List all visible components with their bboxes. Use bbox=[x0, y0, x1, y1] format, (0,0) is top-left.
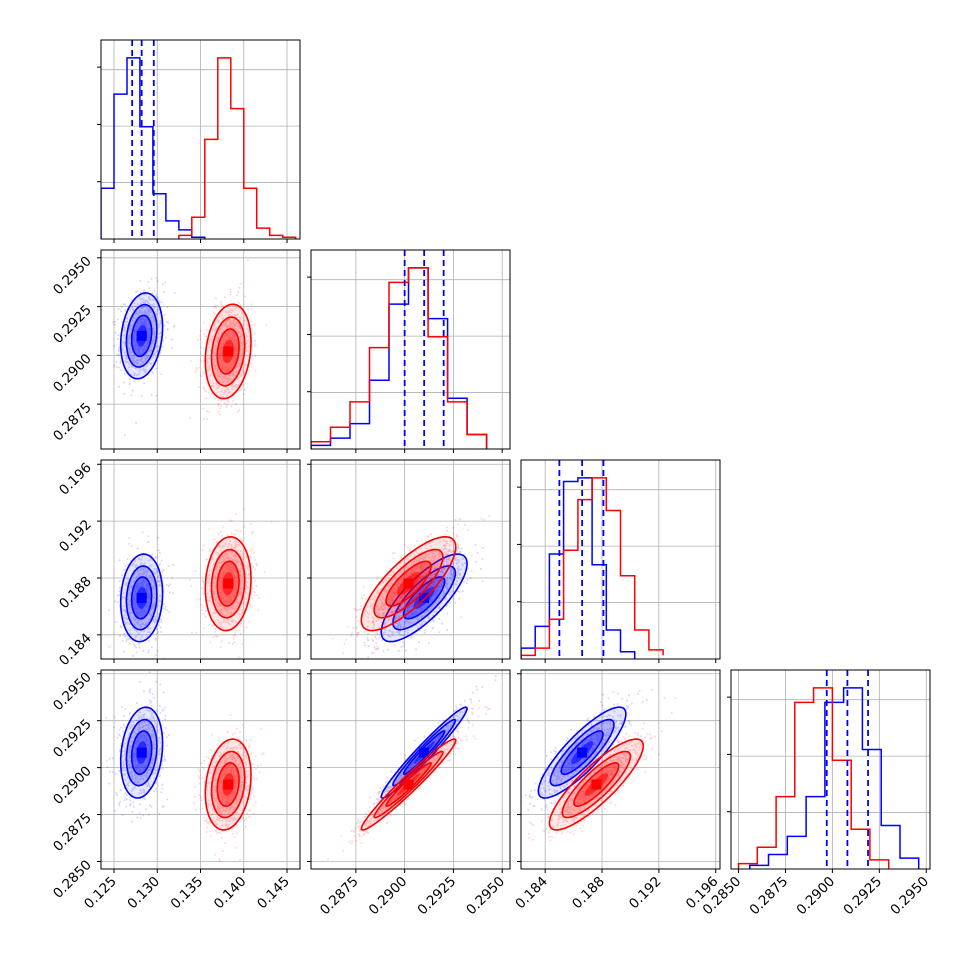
panel-frame bbox=[310, 249, 511, 450]
panel-content bbox=[521, 670, 720, 869]
y-tick-label: 0.192 bbox=[56, 517, 95, 556]
density-peak-series-1 bbox=[403, 779, 414, 790]
panel-content bbox=[101, 670, 300, 869]
density-peak-series-1 bbox=[223, 779, 234, 790]
x-tick-label: 0.2950 bbox=[887, 874, 932, 919]
x-tick-label: 0.125 bbox=[81, 874, 120, 913]
panel-content bbox=[101, 460, 300, 659]
x-tick-label: 0.2900 bbox=[366, 874, 411, 919]
x-tick-label: 0.130 bbox=[124, 874, 163, 913]
y-tick-label: 0.2950 bbox=[50, 669, 95, 714]
histogram-series-0 bbox=[311, 267, 488, 449]
histogram-series-1 bbox=[178, 57, 297, 239]
y-tick-label: 0.2925 bbox=[50, 716, 95, 761]
panel-content bbox=[311, 460, 510, 659]
x-tick-label: 0.188 bbox=[569, 874, 608, 913]
x-tick-label: 0.145 bbox=[254, 874, 293, 913]
panel-frame bbox=[310, 459, 511, 660]
panel-3-2: 0.184 0.188 0.192 0.196 bbox=[512, 669, 722, 913]
density-peak-series-0 bbox=[577, 747, 588, 758]
x-tick-label: 0.2925 bbox=[415, 874, 460, 919]
density-peak-series-1 bbox=[591, 779, 602, 790]
panel-frame bbox=[100, 249, 301, 450]
panel-frame bbox=[100, 39, 301, 240]
density-peak-series-1 bbox=[223, 346, 234, 357]
panel-frame bbox=[100, 669, 301, 870]
y-tick-label: 0.2875 bbox=[50, 400, 95, 445]
histogram-series-0 bbox=[521, 477, 636, 659]
x-tick-label: 0.192 bbox=[626, 874, 665, 913]
panel-frame bbox=[520, 459, 721, 660]
y-tick-label: 0.2900 bbox=[50, 763, 95, 808]
panel-content bbox=[101, 40, 300, 239]
panel-3-3: 0.2850 0.2875 0.2900 0.2925 0.2950 bbox=[700, 669, 932, 919]
panel-2-0: 0.184 0.188 0.192 0.196 bbox=[56, 459, 301, 669]
density-peak-series-0 bbox=[419, 747, 430, 758]
y-tick-label: 0.2925 bbox=[50, 302, 95, 347]
y-tick-label: 0.196 bbox=[56, 460, 95, 499]
density-peak-series-1 bbox=[223, 578, 234, 589]
histogram-series-1 bbox=[521, 477, 664, 659]
panel-content bbox=[101, 250, 300, 449]
histogram-series-1 bbox=[311, 267, 488, 449]
panel-3-1: 0.2875 0.2900 0.2925 0.2950 bbox=[307, 669, 511, 919]
panel-0-0 bbox=[97, 39, 301, 243]
panel-content bbox=[311, 670, 510, 869]
panel-2-1 bbox=[307, 459, 511, 663]
x-tick-label: 0.184 bbox=[512, 874, 551, 913]
x-tick-label: 0.2875 bbox=[317, 874, 362, 919]
density-peak-series-0 bbox=[136, 592, 147, 603]
density-peak-series-0 bbox=[136, 330, 147, 341]
histogram-series-0 bbox=[749, 687, 920, 869]
density-peak-series-0 bbox=[136, 747, 147, 758]
x-tick-label: 0.2950 bbox=[463, 874, 508, 919]
panel-1-1 bbox=[307, 249, 511, 453]
panel-content bbox=[311, 250, 510, 449]
density-peak-series-0 bbox=[419, 592, 430, 603]
panel-content bbox=[731, 670, 930, 869]
y-tick-label: 0.2950 bbox=[50, 253, 95, 298]
panel-2-2 bbox=[517, 459, 721, 663]
y-tick-label: 0.2900 bbox=[50, 351, 95, 396]
panel-frame bbox=[310, 669, 511, 870]
y-tick-label: 0.188 bbox=[56, 573, 95, 612]
histogram-series-1 bbox=[737, 687, 890, 869]
x-tick-label: 0.2900 bbox=[793, 874, 838, 919]
panel-frame bbox=[520, 669, 721, 870]
x-tick-label: 0.135 bbox=[168, 874, 207, 913]
x-tick-label: 0.2875 bbox=[747, 874, 792, 919]
panel-frame bbox=[730, 669, 931, 870]
x-tick-label: 0.140 bbox=[211, 874, 250, 913]
x-tick-label: 0.2925 bbox=[840, 874, 885, 919]
panel-content bbox=[521, 460, 720, 659]
panel-frame bbox=[100, 459, 301, 660]
y-tick-label: 0.2875 bbox=[50, 810, 95, 855]
y-tick-label: 0.184 bbox=[56, 630, 95, 669]
density-peak-series-1 bbox=[403, 578, 414, 589]
